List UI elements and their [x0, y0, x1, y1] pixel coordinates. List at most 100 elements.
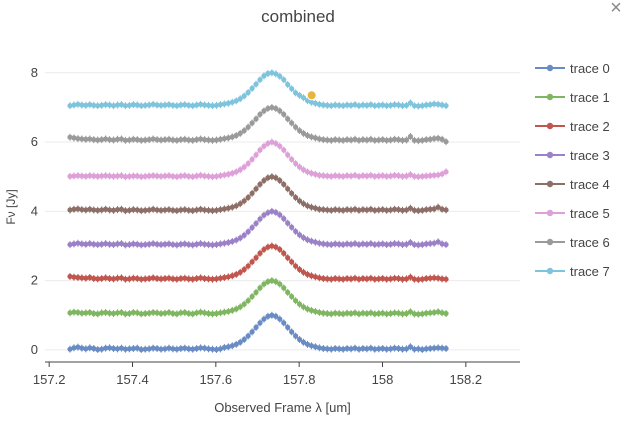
- data-point[interactable]: [194, 137, 200, 143]
- data-point[interactable]: [182, 275, 188, 281]
- data-point[interactable]: [106, 173, 113, 179]
- data-point[interactable]: [293, 194, 299, 201]
- data-point[interactable]: [344, 241, 350, 247]
- data-point[interactable]: [249, 259, 255, 265]
- data-point[interactable]: [110, 276, 117, 282]
- data-point[interactable]: [221, 274, 227, 281]
- data-point[interactable]: [269, 70, 275, 76]
- data-point[interactable]: [415, 311, 421, 317]
- data-point[interactable]: [233, 169, 239, 175]
- data-point[interactable]: [344, 275, 350, 282]
- data-point[interactable]: [134, 241, 140, 247]
- data-point[interactable]: [407, 274, 414, 280]
- data-point[interactable]: [130, 136, 136, 142]
- data-point[interactable]: [427, 310, 433, 316]
- data-point[interactable]: [209, 208, 216, 214]
- data-point[interactable]: [186, 207, 192, 213]
- data-point[interactable]: [178, 275, 184, 282]
- data-point[interactable]: [241, 164, 247, 170]
- data-point[interactable]: [110, 137, 117, 143]
- data-point[interactable]: [407, 133, 414, 140]
- data-point[interactable]: [273, 313, 279, 319]
- data-point[interactable]: [75, 206, 81, 212]
- data-point[interactable]: [281, 181, 287, 187]
- data-point[interactable]: [95, 346, 101, 353]
- data-point[interactable]: [130, 241, 136, 247]
- data-point[interactable]: [91, 137, 97, 143]
- data-point[interactable]: [190, 311, 196, 317]
- data-point[interactable]: [95, 137, 101, 143]
- data-point[interactable]: [118, 206, 125, 212]
- data-point[interactable]: [376, 173, 382, 179]
- data-point[interactable]: [83, 275, 89, 281]
- data-point[interactable]: [435, 135, 441, 141]
- data-point[interactable]: [237, 201, 243, 207]
- data-point[interactable]: [324, 346, 330, 352]
- data-point[interactable]: [304, 306, 311, 312]
- data-point[interactable]: [273, 140, 279, 147]
- data-point[interactable]: [328, 173, 334, 179]
- data-point[interactable]: [332, 137, 338, 143]
- data-point[interactable]: [265, 313, 271, 319]
- data-point[interactable]: [174, 103, 180, 109]
- data-point[interactable]: [241, 336, 247, 343]
- legend-item-trace-2[interactable]: trace 2: [535, 119, 610, 134]
- data-point[interactable]: [348, 207, 354, 213]
- data-point[interactable]: [356, 276, 362, 282]
- data-point[interactable]: [87, 102, 93, 108]
- data-point[interactable]: [419, 173, 425, 179]
- data-point[interactable]: [356, 173, 362, 179]
- legend-item-trace-1[interactable]: trace 1: [535, 90, 610, 105]
- data-point[interactable]: [217, 346, 224, 352]
- data-point[interactable]: [126, 207, 132, 213]
- data-point[interactable]: [372, 173, 378, 179]
- data-point[interactable]: [154, 241, 160, 247]
- data-point[interactable]: [201, 345, 208, 351]
- data-point[interactable]: [110, 103, 117, 109]
- data-point[interactable]: [110, 207, 117, 213]
- data-point[interactable]: [395, 137, 402, 143]
- data-point[interactable]: [423, 102, 429, 108]
- data-point[interactable]: [265, 244, 271, 250]
- data-point[interactable]: [403, 310, 410, 317]
- data-point[interactable]: [201, 241, 208, 247]
- data-point[interactable]: [352, 172, 358, 178]
- data-point[interactable]: [134, 275, 140, 282]
- data-point[interactable]: [384, 103, 390, 109]
- data-point[interactable]: [344, 206, 350, 213]
- data-point[interactable]: [261, 316, 267, 322]
- data-point[interactable]: [360, 241, 366, 247]
- close-icon[interactable]: ×: [610, 0, 622, 19]
- data-point[interactable]: [126, 102, 132, 108]
- data-point[interactable]: [419, 276, 425, 282]
- data-point[interactable]: [269, 312, 275, 318]
- data-point[interactable]: [403, 173, 410, 179]
- data-point[interactable]: [110, 173, 117, 179]
- data-point[interactable]: [146, 275, 152, 282]
- data-point[interactable]: [380, 102, 386, 108]
- data-point[interactable]: [75, 135, 81, 142]
- data-point[interactable]: [134, 345, 140, 351]
- data-point[interactable]: [380, 206, 386, 213]
- data-point[interactable]: [158, 207, 164, 213]
- data-point[interactable]: [289, 293, 295, 300]
- data-point[interactable]: [75, 101, 81, 107]
- data-point[interactable]: [249, 329, 255, 335]
- data-point[interactable]: [431, 240, 437, 246]
- data-point[interactable]: [99, 310, 105, 316]
- data-point[interactable]: [316, 136, 322, 142]
- data-point[interactable]: [439, 241, 445, 247]
- data-point[interactable]: [273, 175, 279, 181]
- data-point[interactable]: [186, 137, 192, 143]
- data-point[interactable]: [391, 345, 398, 351]
- data-point[interactable]: [118, 275, 125, 281]
- data-point[interactable]: [245, 263, 251, 269]
- data-point[interactable]: [221, 101, 227, 107]
- data-point[interactable]: [419, 103, 425, 109]
- data-point[interactable]: [198, 172, 204, 178]
- legend-item-trace-7[interactable]: trace 7: [535, 264, 610, 279]
- data-point[interactable]: [205, 207, 212, 213]
- data-point[interactable]: [209, 276, 216, 282]
- data-point[interactable]: [332, 345, 338, 352]
- data-point[interactable]: [114, 206, 121, 213]
